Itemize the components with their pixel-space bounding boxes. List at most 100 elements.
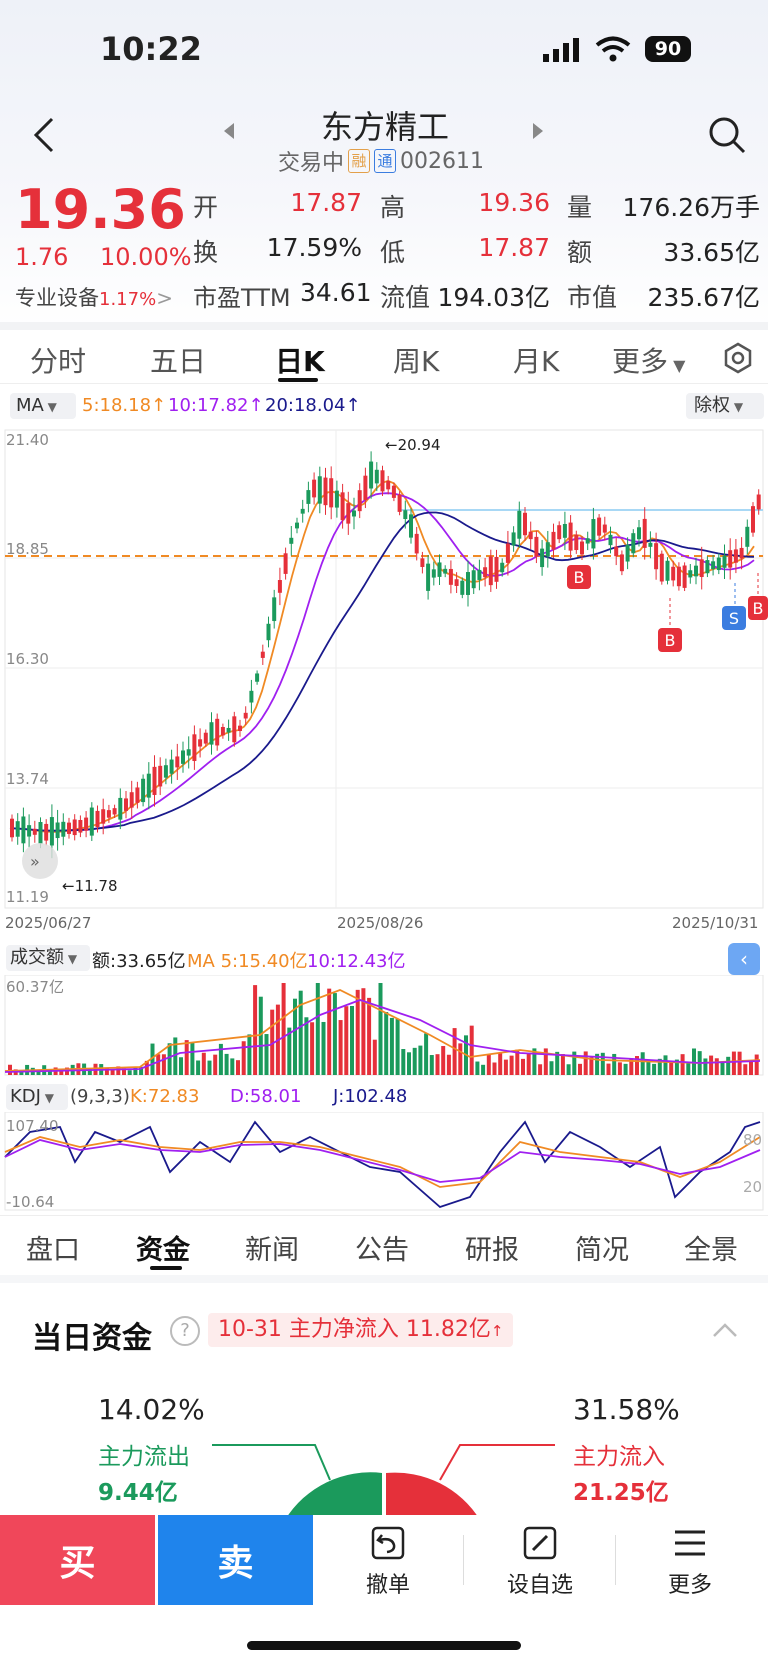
volume-chart[interactable]: [0, 975, 768, 1077]
volume-bar: [361, 988, 366, 1075]
volume-bar: [207, 1060, 212, 1075]
settings-hex-icon[interactable]: [722, 342, 754, 378]
battery-icon: 90: [645, 36, 691, 62]
collapse-left-button[interactable]: »: [22, 843, 58, 879]
max-price-label: ←20.94: [385, 436, 441, 454]
candle-body: [682, 565, 687, 588]
volume-bar: [680, 1054, 685, 1075]
candle-body: [534, 536, 539, 557]
volume-bar: [640, 1052, 645, 1075]
buy-button[interactable]: 买: [0, 1515, 155, 1605]
subtab-research[interactable]: 研报: [465, 1235, 519, 1266]
candle-body: [739, 547, 744, 559]
volume-bar: [629, 1058, 634, 1075]
menu-icon: [675, 1530, 705, 1556]
candle-body: [95, 810, 100, 828]
tab-daily-k[interactable]: 日K: [275, 345, 325, 378]
x-tick-2: 2025/08/26: [337, 914, 423, 932]
volume-bar: [384, 1012, 389, 1075]
subtab-profile[interactable]: 简况: [575, 1235, 629, 1266]
candle-body: [61, 821, 66, 837]
price-change-pct: 10.00%: [100, 243, 192, 271]
candle-body: [671, 566, 676, 581]
candle-body: [431, 569, 436, 578]
price-change: 1.76: [15, 243, 69, 271]
tab-more[interactable]: 更多 ▼: [612, 340, 685, 380]
cancel-order-button[interactable]: 撤单: [338, 1525, 438, 1599]
volume-bar: [327, 988, 332, 1075]
volume-bar: [258, 996, 263, 1075]
volume-bar: [156, 1054, 161, 1075]
kdj-80-label: 80: [743, 1131, 762, 1149]
subtab-news[interactable]: 新闻: [245, 1235, 299, 1266]
sector-link[interactable]: 专业设备1.17%>: [15, 282, 173, 312]
volume-bar: [287, 1027, 292, 1075]
sell-button[interactable]: 卖: [158, 1515, 313, 1605]
candle-body: [163, 765, 168, 778]
buy-marker: [567, 565, 591, 589]
candle-body: [32, 828, 37, 835]
candle-body: [232, 716, 237, 743]
expand-panel-button[interactable]: ‹: [728, 943, 760, 975]
candles: [10, 451, 761, 859]
candle-body: [756, 494, 761, 510]
search-icon[interactable]: [707, 115, 747, 159]
candle-body: [711, 561, 716, 570]
arrow-up-icon: ↑: [490, 1322, 504, 1340]
amount-value: 33.65亿: [663, 238, 760, 267]
volume-bar: [600, 1052, 605, 1075]
volume-ma10: 10:12.43亿: [307, 951, 406, 972]
subtab-overview[interactable]: 全景: [684, 1235, 738, 1266]
volume-selector[interactable]: 成交额 ▼: [6, 945, 90, 971]
signal-icon: [543, 38, 583, 66]
inflow-leader-line: [439, 1444, 555, 1481]
adjust-selector[interactable]: 除权 ▼: [686, 393, 764, 419]
candle-body: [220, 726, 225, 736]
candle-body: [15, 821, 20, 837]
more-button[interactable]: 更多: [640, 1525, 740, 1599]
candle-body: [551, 531, 556, 550]
volume-bar: [315, 983, 320, 1075]
add-watchlist-button[interactable]: 设自选: [490, 1525, 590, 1599]
back-icon[interactable]: [32, 115, 56, 159]
wifi-icon: [595, 36, 631, 66]
prev-stock-icon[interactable]: [222, 121, 236, 145]
candle-body: [409, 514, 413, 538]
candle-body: [141, 778, 146, 803]
volume-bar: [754, 1054, 759, 1075]
candle-body: [477, 569, 482, 580]
help-icon[interactable]: ?: [170, 1316, 200, 1346]
candle-body: [722, 555, 727, 568]
tab-intraday[interactable]: 分时: [30, 345, 87, 378]
tab-weekly-k[interactable]: 周K: [393, 345, 440, 378]
volume-bar: [731, 1051, 736, 1075]
subtab-funds[interactable]: 资金: [136, 1235, 190, 1266]
subtab-orderbook[interactable]: 盘口: [26, 1235, 80, 1266]
volume-max-label: 60.37亿: [6, 978, 64, 996]
volume-bar: [469, 1025, 474, 1075]
candle-body: [283, 553, 288, 574]
ma-lines: [9, 479, 755, 833]
candle-body: [226, 727, 231, 733]
chevron-up-icon[interactable]: [712, 1322, 738, 1342]
volume-bar: [224, 1053, 229, 1075]
candle-body: [443, 568, 448, 574]
volume-bar: [247, 1034, 252, 1075]
candle-body: [545, 542, 550, 557]
candle-body: [454, 579, 459, 586]
kdj-chart[interactable]: 107.40 -10.64 80 20: [0, 1112, 768, 1212]
pe-value: 34.61: [300, 278, 372, 307]
subtab-announcements[interactable]: 公告: [355, 1235, 409, 1266]
tab-monthly-k[interactable]: 月K: [513, 345, 560, 378]
next-stock-icon[interactable]: [531, 121, 545, 145]
candle-body: [266, 623, 271, 641]
candle-body: [295, 522, 299, 529]
tab-five-day[interactable]: 五日: [150, 345, 207, 378]
kline-chart[interactable]: 21.40 18.85 16.30 13.74 11.19 ←20.94 ←11…: [0, 428, 768, 938]
kdj-selector[interactable]: KDJ ▼: [6, 1084, 68, 1110]
ma-selector[interactable]: MA ▼: [10, 393, 76, 419]
volume-bar: [578, 1063, 582, 1075]
candle-body: [676, 566, 681, 587]
volume-bar: [201, 1052, 206, 1075]
candle-body: [124, 798, 128, 811]
